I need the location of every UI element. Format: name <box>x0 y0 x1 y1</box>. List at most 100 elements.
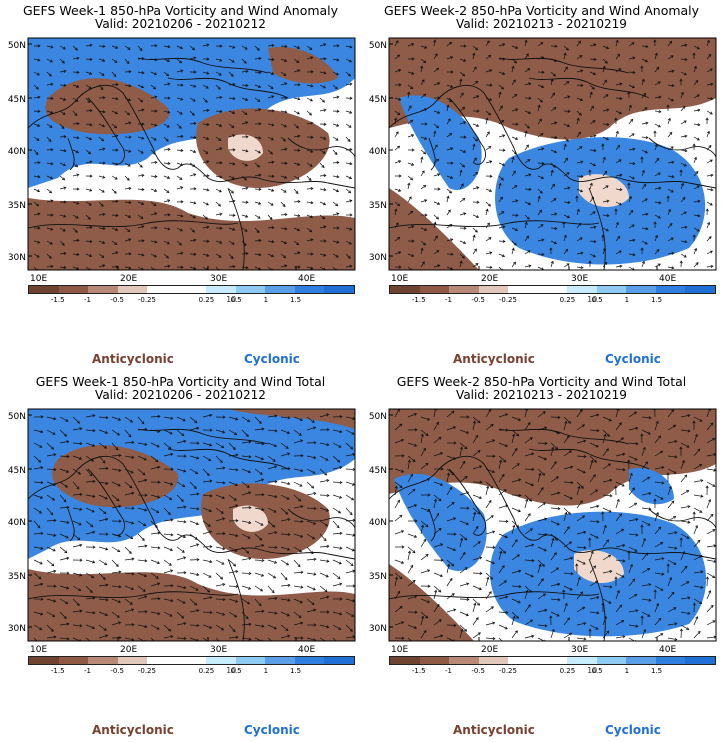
wind-arrow <box>345 83 352 86</box>
wind-arrowhead <box>209 530 213 534</box>
wind-arrow <box>98 481 108 484</box>
wind-arrow <box>215 188 222 193</box>
wind-arrowhead <box>593 225 597 229</box>
wind-arrow <box>654 81 661 86</box>
wind-arrow <box>667 84 674 87</box>
wind-arrow <box>485 146 492 151</box>
map-frame <box>27 408 356 642</box>
wind-arrowhead <box>607 463 612 467</box>
wind-arrow <box>98 507 107 515</box>
wind-arrowhead <box>51 563 55 567</box>
wind-arrowhead <box>66 454 70 459</box>
wind-arrow <box>641 198 648 203</box>
wind-arrowhead <box>326 413 330 417</box>
wind-arrowhead <box>438 498 442 502</box>
wind-arrowhead <box>105 517 109 521</box>
wind-arrow <box>654 633 664 639</box>
wind-arrowhead <box>464 446 468 450</box>
wind-arrowhead <box>131 506 135 510</box>
wind-arrowhead <box>335 203 339 207</box>
wind-arrowhead <box>487 222 490 226</box>
wind-arrow <box>459 107 465 112</box>
wind-arrowhead <box>167 264 171 268</box>
wind-arrowhead <box>490 606 494 610</box>
wind-arrowhead <box>631 224 635 228</box>
wind-arrow <box>111 429 120 436</box>
wind-arrowhead <box>515 45 519 49</box>
colorbar-segment <box>685 286 716 293</box>
wind-arrow <box>98 58 105 62</box>
wind-arrowhead <box>423 184 427 188</box>
wind-arrowhead <box>513 170 516 174</box>
wind-arrow <box>420 199 427 203</box>
wind-arrowhead <box>463 149 467 153</box>
wind-arrow <box>433 159 439 164</box>
wind-arrow <box>602 434 606 444</box>
wind-arrowhead <box>257 150 261 154</box>
wind-arrow <box>628 442 638 445</box>
wind-arrowhead <box>75 150 80 154</box>
wind-arrowhead <box>448 190 453 194</box>
wind-arrow <box>33 532 43 535</box>
wind-arrowhead <box>605 228 609 232</box>
wind-arrowhead <box>180 251 184 255</box>
wind-arrow <box>407 546 416 554</box>
wind-arrowhead <box>170 635 174 639</box>
wind-arrowhead <box>234 483 238 487</box>
wind-arrow <box>163 546 173 551</box>
wind-arrow <box>215 136 222 141</box>
wind-arrow <box>459 611 469 616</box>
wind-arrow <box>124 416 133 423</box>
wind-arrowhead <box>515 213 519 217</box>
coastline <box>498 57 630 74</box>
wind-arrowhead <box>551 537 555 541</box>
wind-arrowhead <box>48 73 52 77</box>
wind-arrow <box>550 170 554 177</box>
wind-arrow <box>293 468 303 472</box>
wind-arrow <box>420 630 427 639</box>
wind-arrow <box>407 43 414 47</box>
wind-arrow <box>459 476 468 483</box>
wind-arrow <box>72 455 82 460</box>
wind-arrowhead <box>127 98 132 102</box>
wind-arrow <box>202 531 212 535</box>
colorbar-tick-label: -0.5 <box>471 667 486 675</box>
wind-arrowhead <box>312 536 316 540</box>
wind-arrowhead <box>514 630 518 634</box>
wind-arrowhead <box>309 47 313 50</box>
wind-arrow <box>407 624 417 629</box>
wind-arrow <box>667 70 674 73</box>
wind-arrowhead <box>590 550 594 554</box>
wind-arrowhead <box>518 478 522 482</box>
wind-arrowhead <box>76 187 80 191</box>
wind-arrowhead <box>398 97 402 101</box>
wind-arrow <box>459 583 469 587</box>
wind-arrow <box>189 533 198 540</box>
wind-arrowhead <box>131 440 135 445</box>
wind-arrowhead <box>602 156 606 160</box>
wind-arrowhead <box>310 70 314 74</box>
wind-arrowhead <box>321 164 325 168</box>
wind-arrowhead <box>326 559 330 563</box>
colorbar-tick-label: 0.25 <box>559 667 576 675</box>
wind-arrowhead <box>271 123 275 127</box>
wind-arrowhead <box>503 580 507 584</box>
wind-arrow <box>654 572 664 575</box>
wind-arrowhead <box>549 615 553 619</box>
wind-arrow <box>111 571 121 574</box>
wind-arrowhead <box>644 59 649 63</box>
wind-arrowhead <box>243 177 247 181</box>
wind-arrow <box>511 149 517 155</box>
wind-arrow <box>111 162 118 165</box>
wind-arrow <box>137 428 147 431</box>
wind-arrow <box>124 187 131 190</box>
wind-arrow <box>706 409 711 418</box>
wind-arrowhead <box>697 630 701 634</box>
wind-arrowhead <box>350 446 354 450</box>
wind-arrow <box>163 442 172 450</box>
wind-arrow <box>628 224 635 229</box>
wind-arrowhead <box>420 65 424 69</box>
wind-arrowhead <box>667 117 671 121</box>
wind-arrowhead <box>271 160 275 164</box>
wind-arrow <box>267 95 274 99</box>
